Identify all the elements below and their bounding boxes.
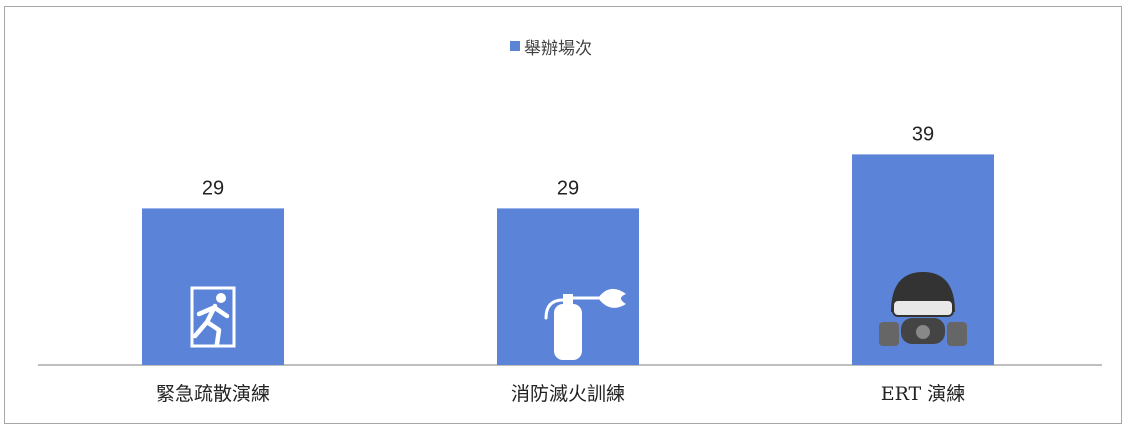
legend: 舉辦場次	[510, 34, 592, 59]
data-label: 39	[912, 123, 934, 145]
fire-extinguisher-icon	[544, 288, 626, 360]
category-label: ERT 演練	[881, 383, 966, 405]
data-label: 29	[202, 177, 224, 199]
legend-label: 舉辦場次	[524, 38, 592, 59]
category-label: 消防滅火訓練	[511, 383, 625, 405]
data-label: 29	[557, 177, 579, 199]
category-label: 緊急疏散演練	[156, 383, 270, 405]
emergency-exit-icon	[190, 286, 236, 348]
gas-mask-icon	[879, 272, 967, 346]
legend-swatch	[510, 41, 520, 51]
